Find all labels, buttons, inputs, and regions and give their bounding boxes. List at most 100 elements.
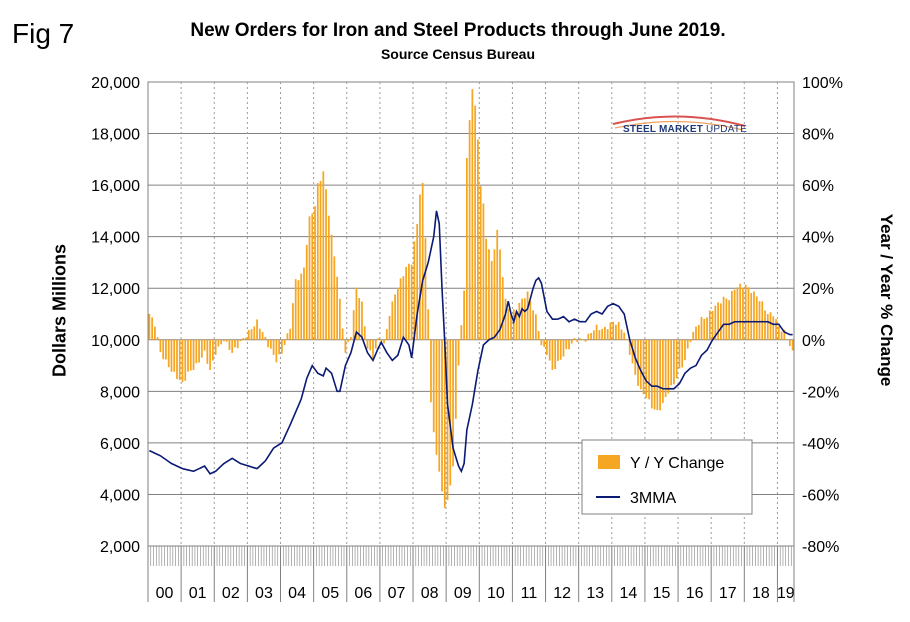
y-tick-label-left: 18,000 — [91, 127, 140, 144]
bar — [631, 339, 634, 364]
bar — [477, 139, 479, 340]
bar — [419, 194, 421, 340]
bar — [330, 234, 333, 340]
x-tick-label: 14 — [619, 585, 637, 602]
bar — [333, 256, 336, 340]
bar — [496, 229, 499, 340]
bar — [408, 263, 410, 340]
bar — [338, 298, 341, 340]
bar — [170, 339, 173, 372]
bar — [209, 339, 211, 370]
bar — [488, 249, 490, 340]
x-tick-label: 05 — [321, 585, 339, 602]
x-tick-label: 06 — [354, 585, 372, 602]
bar — [253, 326, 256, 340]
bar — [543, 339, 546, 347]
bar — [454, 339, 457, 419]
bar — [507, 308, 510, 340]
bar — [366, 339, 369, 349]
bar — [195, 339, 198, 364]
bar — [234, 339, 236, 348]
bar — [764, 310, 766, 340]
bar — [518, 302, 521, 340]
bar — [206, 339, 209, 364]
x-tick-label: 18 — [752, 585, 770, 602]
bar — [595, 324, 598, 340]
bar — [294, 279, 297, 340]
bar — [490, 260, 493, 340]
bar — [344, 339, 347, 353]
x-tick-label: 02 — [222, 585, 240, 602]
bar — [377, 338, 380, 340]
x-tick-label: 17 — [719, 585, 737, 602]
bar — [565, 339, 568, 350]
y-tick-label-right: 80% — [802, 127, 834, 144]
y-tick-label-right: -60% — [802, 487, 839, 504]
bar — [167, 339, 170, 368]
bar — [642, 339, 645, 395]
bar — [604, 326, 606, 340]
bar — [181, 339, 184, 383]
bar — [151, 317, 154, 340]
legend-box — [581, 439, 753, 515]
y-tick-label-left: 8,000 — [100, 384, 140, 401]
x-tick-label: 04 — [288, 585, 306, 602]
bar — [264, 336, 267, 340]
bar — [443, 339, 446, 508]
bar — [292, 303, 294, 340]
bar — [363, 326, 366, 340]
bar — [239, 339, 242, 342]
y-tick-label-left: 16,000 — [91, 178, 140, 195]
y-tick-label-right: -80% — [802, 539, 839, 556]
bar — [739, 283, 742, 340]
bar — [650, 339, 653, 409]
bar — [777, 326, 780, 340]
bar — [173, 339, 176, 372]
bar — [281, 339, 283, 354]
bar — [504, 298, 507, 340]
bar — [427, 309, 430, 340]
bar — [512, 309, 515, 340]
bar — [521, 298, 523, 340]
bar — [289, 328, 292, 340]
bar — [396, 287, 399, 340]
bar — [189, 339, 192, 371]
bar — [385, 329, 388, 340]
bar — [355, 287, 358, 340]
chart-title: New Orders for Iron and Steel Products t… — [190, 20, 726, 41]
bar — [515, 310, 518, 340]
bar — [648, 339, 650, 400]
bar — [214, 339, 217, 355]
bar — [750, 293, 753, 340]
bar — [686, 339, 689, 349]
bar — [791, 339, 794, 351]
bar — [258, 328, 261, 340]
bar — [432, 339, 435, 433]
bar — [772, 316, 775, 340]
bar — [659, 339, 661, 411]
x-tick-label: 12 — [553, 585, 571, 602]
bar — [261, 331, 264, 340]
bar — [372, 339, 374, 360]
bar — [421, 182, 424, 340]
x-tick-label: 01 — [189, 585, 207, 602]
bar — [178, 339, 181, 380]
y-tick-label-right: 60% — [802, 178, 834, 195]
bar — [223, 339, 225, 342]
bar — [200, 339, 203, 358]
bar — [689, 339, 692, 343]
bar — [548, 339, 551, 361]
bar — [286, 333, 289, 340]
bar — [736, 287, 739, 340]
bar — [416, 223, 419, 340]
bar — [601, 328, 604, 340]
bar — [722, 296, 725, 340]
series-line-3mma — [149, 210, 793, 475]
bar — [684, 339, 686, 361]
bar — [628, 339, 631, 355]
bar — [617, 322, 620, 340]
bar — [753, 291, 755, 340]
bar — [546, 339, 548, 355]
bar — [675, 339, 678, 379]
bar — [460, 325, 463, 340]
